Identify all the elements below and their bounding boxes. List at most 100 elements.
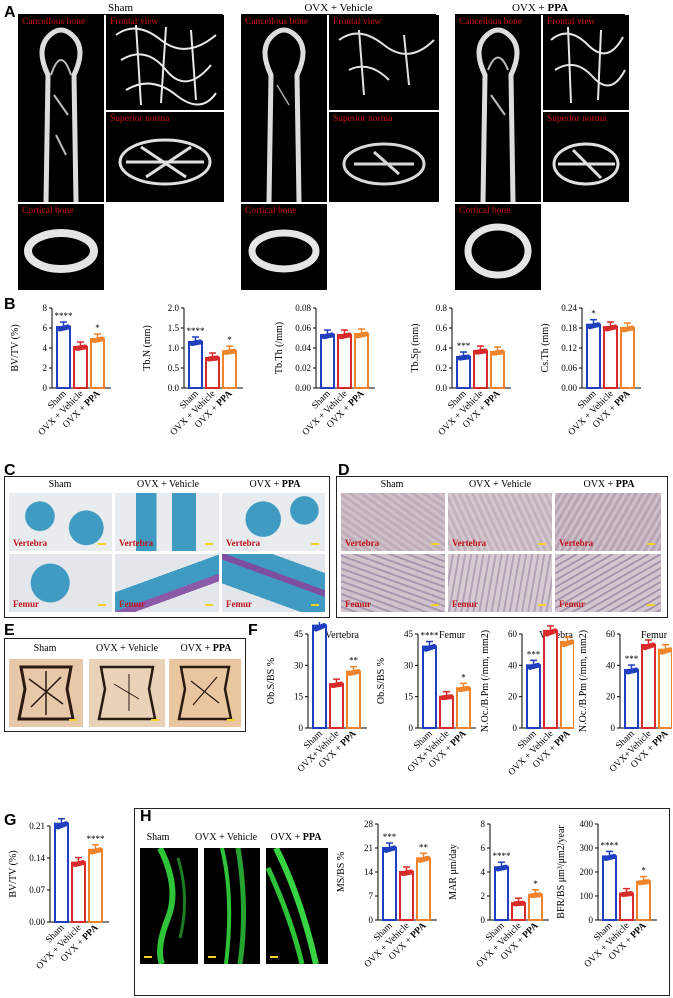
- y-tick-label: 1.5: [168, 323, 180, 333]
- col-head-ppa: OVX + PPA: [583, 479, 635, 490]
- bar-ovx-ppa: [560, 640, 574, 729]
- bar-sham: [188, 341, 203, 389]
- scale-bar: [205, 543, 213, 545]
- ct-cancellous-sham: Cancellous bone: [18, 15, 104, 202]
- histo-c-vertebra-vehicle: Vertebra: [115, 493, 219, 551]
- data-point: [448, 694, 454, 700]
- y-tick-label: 0.04: [295, 343, 311, 353]
- significance-label: *: [533, 879, 538, 889]
- y-tick-label: 15: [404, 692, 414, 702]
- bar-sham: [602, 855, 617, 921]
- bar-sham: [422, 645, 437, 729]
- y-axis-label: Tb.Th (/mm): [274, 322, 285, 374]
- histo-label: Femur: [226, 599, 252, 609]
- y-tick-label: 4: [481, 867, 486, 877]
- bar-sham: [456, 356, 471, 389]
- scale-bar: [647, 604, 655, 606]
- panel-label-g: G: [4, 812, 17, 829]
- y-axis-label: MS/BS %: [336, 852, 347, 892]
- ct-label: Cortical bone: [459, 206, 511, 216]
- y-axis-label: N.Oc./B.Pm (/mm, mm2): [578, 630, 589, 732]
- bar-ovx-vehicle: [73, 346, 88, 389]
- chart-title: Vertebra: [325, 630, 359, 641]
- bar-ovx-vehicle: [619, 892, 634, 921]
- y-tick-label: 0: [589, 915, 594, 925]
- histo-label: Vertebra: [226, 538, 261, 548]
- y-tick-label: 45: [404, 629, 414, 639]
- data-point: [552, 628, 558, 634]
- significance-label: ****: [53, 814, 72, 818]
- y-tick-label: 4: [43, 343, 48, 353]
- data-point: [97, 847, 103, 853]
- data-point: [645, 879, 651, 885]
- y-tick-label: 0: [513, 723, 518, 733]
- significance-label: ***: [527, 649, 541, 659]
- bar-ovx-ppa: [490, 351, 505, 389]
- y-tick-label: 8: [481, 819, 486, 829]
- significance-label: *: [227, 335, 232, 345]
- histo-c-femur-ppa: Femur: [222, 554, 325, 612]
- y-tick-label: 0.07: [29, 885, 45, 895]
- ct-label: Superior norma: [547, 114, 607, 124]
- panel-label-e: E: [4, 622, 15, 639]
- panel-label-h: H: [140, 808, 152, 825]
- histo-label: Vertebra: [452, 538, 487, 548]
- histo-c-femur-vehicle: Femur: [115, 554, 219, 612]
- ct-label: Frontal view: [110, 17, 159, 27]
- bar-ovx-vehicle: [399, 871, 414, 921]
- ct-superior-ppa: Superior norma: [543, 112, 629, 202]
- y-tick-label: 0: [369, 915, 374, 925]
- data-point: [535, 662, 541, 668]
- y-tick-label: 0.0: [436, 383, 448, 393]
- data-point: [355, 669, 361, 675]
- y-axis-label: Tb.N (mm): [142, 325, 153, 371]
- y-tick-label: 28: [364, 819, 374, 829]
- scale-bar: [151, 719, 159, 721]
- fluor-ppa: [266, 848, 328, 964]
- y-tick-label: 100: [580, 891, 594, 901]
- ct-superior-vehicle: Superior norma: [329, 112, 439, 202]
- significance-label: *: [461, 672, 466, 682]
- scale-bar: [270, 956, 278, 958]
- ct-label: Superior norma: [110, 114, 170, 124]
- y-axis-label: Ob.S/BS %: [376, 658, 387, 704]
- significance-label: *: [591, 309, 596, 319]
- bar-sham: [56, 326, 71, 389]
- histo-e-ppa: [169, 659, 241, 727]
- data-point: [346, 332, 352, 338]
- data-point: [629, 325, 635, 331]
- chart-obs-vertebra: Ob.S/BS %0153045Vertebra****ShamOVX+Vehi…: [266, 622, 367, 775]
- col-head-sham: Sham: [33, 643, 57, 654]
- histo-d-femur-sham: Femur: [341, 554, 445, 612]
- data-point: [667, 647, 672, 653]
- bar-sham: [320, 334, 335, 389]
- bar-ovx-vehicle: [205, 357, 220, 389]
- histo-label: Vertebra: [119, 538, 154, 548]
- y-tick-label: 6: [43, 323, 48, 333]
- histo-label: Femur: [452, 599, 478, 609]
- data-point: [595, 322, 601, 328]
- data-point: [214, 355, 220, 361]
- scale-bar: [311, 604, 319, 606]
- y-tick-label: 60: [606, 629, 616, 639]
- ct-label: Cortical bone: [22, 206, 74, 216]
- data-point: [633, 667, 639, 673]
- histo-label: Vertebra: [559, 538, 594, 548]
- bar-ovx-vehicle: [473, 350, 488, 389]
- y-tick-label: 0.02: [295, 363, 311, 373]
- y-tick-label: 400: [580, 819, 594, 829]
- scale-bar: [98, 543, 106, 545]
- ct-label: Cortical bone: [245, 206, 297, 216]
- ct-label: Cancellous bone: [22, 17, 86, 27]
- ct-label: Cancellous bone: [245, 17, 309, 27]
- panel-c-frame: Sham OVX + Vehicle OVX + PPA Vertebra Ve…: [4, 476, 330, 618]
- col-head-vehicle: OVX + Vehicle: [468, 479, 532, 490]
- histo-d-vertebra-sham: Vertebra: [341, 493, 445, 551]
- bar-ovx-ppa: [636, 880, 651, 921]
- bar-ovx-ppa: [528, 893, 543, 922]
- histo-label: Vertebra: [13, 538, 48, 548]
